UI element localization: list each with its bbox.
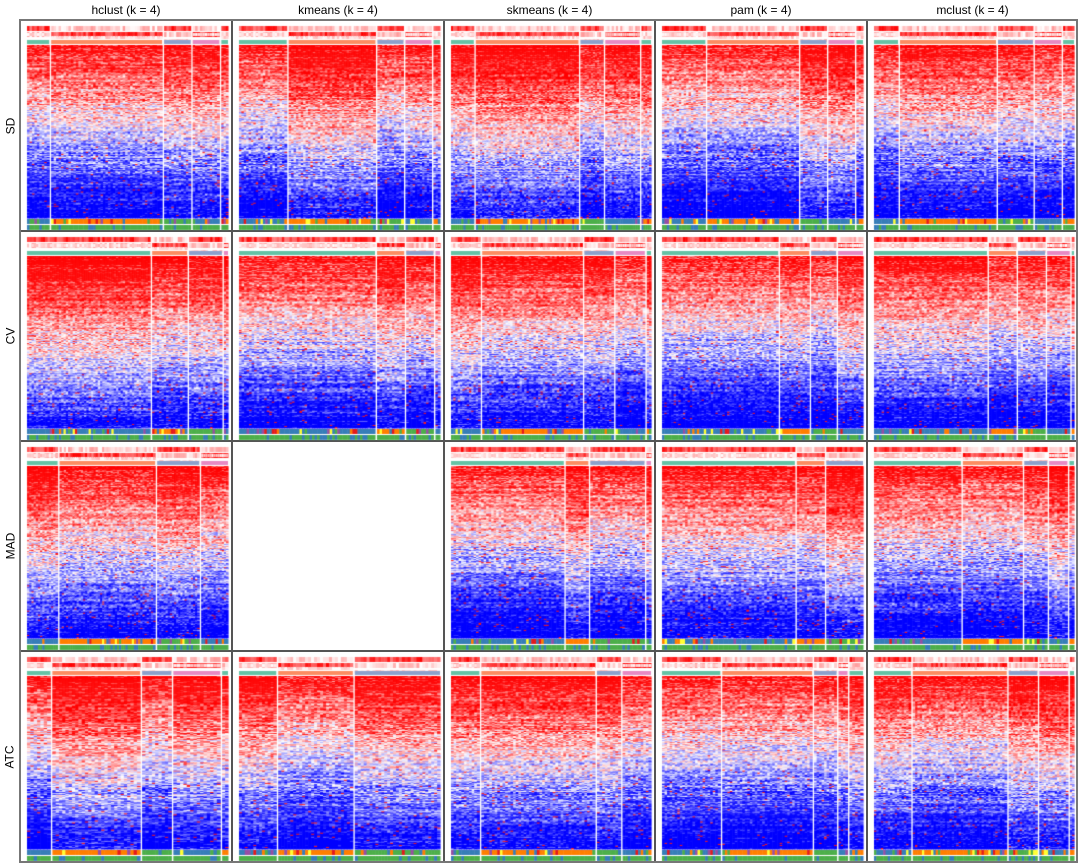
panel-atc-mclust bbox=[867, 651, 1079, 863]
panel-cv-pam bbox=[655, 231, 868, 442]
panel-mad-skmeans bbox=[444, 441, 656, 652]
panel-atc-skmeans bbox=[444, 651, 656, 863]
row-title-atc-text: ATC bbox=[3, 744, 18, 769]
column-title-kmeans: kmeans (k = 4) bbox=[298, 3, 378, 17]
panel-sd-skmeans bbox=[444, 20, 656, 232]
panel-cv-hclust bbox=[20, 231, 233, 442]
panel-sd-pam bbox=[655, 20, 868, 232]
panel-sd-mclust bbox=[867, 20, 1079, 232]
column-title-mclust: mclust (k = 4) bbox=[936, 3, 1009, 17]
heatmap-canvas bbox=[445, 21, 656, 232]
panel-sd-hclust bbox=[20, 20, 233, 232]
heatmap-canvas bbox=[868, 442, 1079, 652]
column-title-skmeans: skmeans (k = 4) bbox=[506, 3, 593, 17]
heatmap-canvas bbox=[868, 232, 1079, 442]
row-title-atc: ATC bbox=[0, 651, 20, 862]
heatmap-canvas bbox=[21, 21, 233, 232]
heatmap-canvas bbox=[868, 21, 1079, 232]
panel-cv-kmeans bbox=[232, 231, 445, 442]
panel-mad-hclust bbox=[20, 441, 233, 652]
heatmap-canvas bbox=[233, 21, 445, 232]
heatmap-canvas bbox=[656, 21, 868, 232]
row-title-cv: CV bbox=[0, 231, 20, 441]
row-title-mad-text: MAD bbox=[3, 532, 18, 560]
heatmap-canvas bbox=[21, 652, 233, 863]
panel-sd-kmeans bbox=[232, 20, 445, 232]
row-title-cv-text: CV bbox=[2, 327, 17, 345]
column-title-hclust: hclust (k = 4) bbox=[91, 3, 161, 17]
heatmap-canvas bbox=[445, 442, 656, 652]
heatmap-canvas bbox=[21, 232, 233, 442]
panel-cv-skmeans bbox=[444, 231, 656, 442]
row-title-sd-text: SD bbox=[2, 117, 17, 134]
heatmap-canvas bbox=[21, 442, 233, 652]
panel-cv-mclust bbox=[867, 231, 1079, 442]
heatmap-canvas bbox=[233, 652, 445, 863]
heatmap-canvas bbox=[868, 652, 1079, 863]
heatmap-canvas bbox=[233, 232, 445, 442]
column-title-pam: pam (k = 4) bbox=[730, 3, 792, 17]
heatmap-canvas bbox=[445, 232, 656, 442]
panel-mad-pam bbox=[655, 441, 868, 652]
heatmap-canvas bbox=[445, 652, 656, 863]
row-title-sd: SD bbox=[0, 20, 20, 231]
panel-atc-kmeans bbox=[232, 651, 445, 863]
heatmap-canvas bbox=[656, 652, 868, 863]
panel-atc-hclust bbox=[20, 651, 233, 863]
panel-mad-kmeans bbox=[232, 441, 444, 651]
heatmap-canvas bbox=[656, 442, 868, 652]
row-title-mad: MAD bbox=[0, 441, 20, 651]
panel-mad-mclust bbox=[867, 441, 1079, 652]
panel-atc-pam bbox=[655, 651, 868, 863]
heatmap-canvas bbox=[656, 232, 868, 442]
